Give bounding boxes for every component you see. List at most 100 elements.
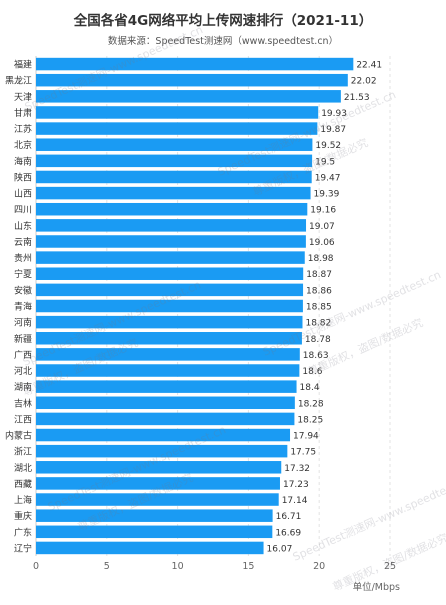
category-label-16: 青海	[14, 301, 32, 313]
value-label-7: 19.5	[315, 157, 335, 167]
bar-13	[36, 251, 305, 264]
category-label-4: 甘肃	[14, 107, 32, 119]
bar-10	[36, 202, 308, 216]
value-label-31: 16.07	[267, 544, 293, 554]
bar-21	[36, 380, 297, 393]
category-label-1: 福建	[14, 59, 32, 71]
category-label-7: 海南	[14, 155, 32, 167]
value-label-2: 22.02	[351, 77, 377, 87]
x-tick-label-25: 25	[384, 561, 396, 572]
chart-subtitle: 数据来源：SpeedTest测速网（www.speedtest.cn）	[107, 36, 339, 47]
category-label-14: 宁夏	[14, 268, 32, 280]
bar-30	[36, 525, 273, 539]
bar-31	[36, 541, 264, 555]
category-label-6: 北京	[14, 139, 32, 151]
value-label-12: 19.06	[309, 238, 335, 248]
category-label-17: 河南	[14, 317, 32, 329]
value-label-19: 18.63	[303, 351, 329, 361]
bar-15	[36, 283, 304, 297]
value-label-16: 18.85	[306, 303, 332, 313]
value-label-21: 18.4	[300, 383, 320, 393]
bar-20	[36, 364, 300, 377]
bar-16	[36, 299, 303, 313]
bar-25	[36, 444, 288, 458]
value-label-10: 19.16	[310, 206, 336, 216]
value-label-18: 18.78	[305, 335, 331, 345]
bar-3	[36, 90, 341, 103]
category-label-12: 云南	[14, 236, 32, 248]
category-label-25: 浙江	[14, 446, 32, 458]
bar-11	[36, 219, 307, 232]
bar-4	[36, 106, 319, 119]
bar-22	[36, 396, 295, 410]
bar-18	[36, 332, 302, 345]
bar-24	[36, 428, 291, 442]
value-label-9: 19.39	[314, 190, 340, 200]
value-label-8: 19.47	[315, 173, 341, 183]
category-label-29: 重庆	[14, 510, 32, 522]
category-label-11: 山东	[14, 220, 32, 232]
category-label-5: 江苏	[14, 123, 32, 135]
bar-17	[36, 315, 303, 329]
category-label-19: 广西	[14, 349, 32, 361]
chart-title: 全国各省4G网络平均上传网速排行（2021-11）	[73, 13, 373, 29]
value-label-14: 18.87	[306, 270, 332, 280]
bar-29	[36, 509, 273, 522]
value-label-13: 18.98	[308, 254, 334, 264]
bar-9	[36, 186, 311, 200]
value-label-22: 18.28	[298, 399, 324, 409]
value-label-17: 18.82	[305, 319, 331, 329]
x-tick-label-15: 15	[242, 561, 254, 572]
value-label-28: 17.14	[282, 496, 308, 506]
category-label-15: 安徽	[14, 284, 32, 296]
bar-1	[36, 57, 354, 71]
x-tick-label-0: 0	[33, 561, 39, 572]
bar-28	[36, 493, 279, 506]
value-label-15: 18.86	[306, 286, 332, 296]
category-label-21: 湖南	[14, 381, 32, 393]
bar-6	[36, 138, 313, 151]
category-label-10: 四川	[14, 206, 32, 216]
bar-5	[36, 122, 318, 135]
value-label-1: 22.41	[356, 61, 382, 71]
bar-14	[36, 267, 304, 280]
category-label-2: 黑龙江	[5, 75, 32, 87]
category-label-27: 西藏	[14, 478, 32, 490]
x-tick-label-10: 10	[172, 561, 184, 572]
bar-19	[36, 348, 300, 361]
category-label-3: 天津	[14, 92, 32, 103]
category-label-23: 江西	[14, 414, 32, 425]
value-label-11: 19.07	[309, 222, 335, 232]
x-axis-label: 单位/Mbps	[353, 581, 400, 593]
bar-2	[36, 73, 348, 87]
category-label-9: 山西	[14, 189, 32, 200]
value-label-30: 16.69	[275, 528, 301, 538]
value-label-20: 18.6	[302, 367, 322, 377]
bar-7	[36, 154, 313, 168]
value-label-4: 19.93	[321, 109, 347, 119]
value-label-5: 19.87	[320, 125, 346, 135]
category-label-26: 湖北	[14, 463, 32, 474]
bar-26	[36, 461, 282, 474]
value-label-6: 19.52	[315, 141, 341, 151]
category-label-24: 内蒙古	[5, 430, 32, 442]
bar-12	[36, 235, 306, 248]
category-label-31: 辽宁	[14, 542, 32, 554]
bar-8	[36, 170, 312, 184]
value-label-24: 17.94	[293, 432, 319, 442]
value-label-29: 16.71	[276, 512, 302, 522]
value-label-26: 17.32	[284, 464, 310, 474]
bar-27	[36, 477, 280, 490]
x-tick-label-20: 20	[313, 561, 325, 572]
value-label-27: 17.23	[283, 480, 309, 490]
category-label-20: 河北	[14, 365, 32, 377]
value-label-3: 21.53	[344, 93, 370, 103]
category-label-18: 新疆	[14, 333, 32, 345]
bar-23	[36, 412, 295, 426]
x-tick-label-5: 5	[104, 561, 110, 572]
category-label-22: 吉林	[14, 397, 32, 409]
category-label-28: 上海	[14, 494, 32, 506]
category-label-8: 陕西	[14, 171, 32, 183]
category-label-13: 贵州	[14, 252, 32, 264]
